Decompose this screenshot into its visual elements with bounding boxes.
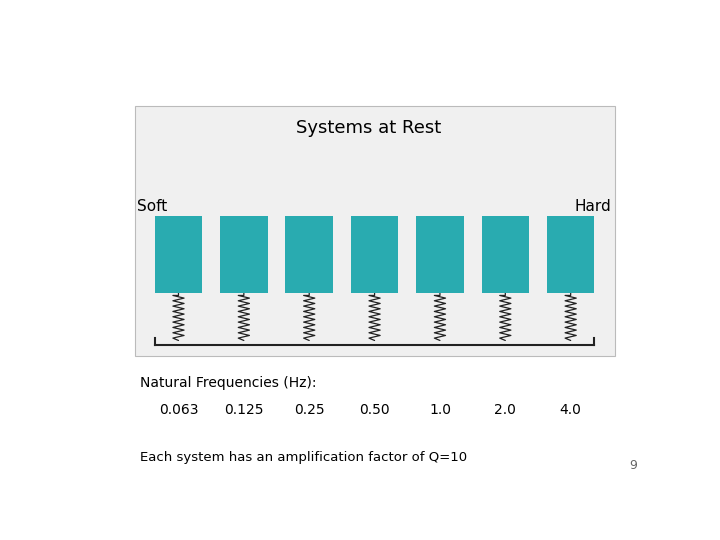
FancyBboxPatch shape	[135, 106, 615, 356]
FancyBboxPatch shape	[155, 216, 202, 293]
Text: 0.125: 0.125	[224, 403, 264, 417]
Text: 1.0: 1.0	[429, 403, 451, 417]
Text: Hard: Hard	[575, 199, 612, 214]
FancyBboxPatch shape	[286, 216, 333, 293]
Text: 0.063: 0.063	[158, 403, 198, 417]
Text: 4.0: 4.0	[559, 403, 582, 417]
Text: 0.25: 0.25	[294, 403, 325, 417]
Text: Natural Frequencies (Hz):: Natural Frequencies (Hz):	[140, 376, 317, 390]
FancyBboxPatch shape	[482, 216, 529, 293]
Text: 9: 9	[629, 460, 637, 472]
FancyBboxPatch shape	[351, 216, 398, 293]
Text: Each system has an amplification factor of Q=10: Each system has an amplification factor …	[140, 451, 467, 464]
Text: 2.0: 2.0	[495, 403, 516, 417]
FancyBboxPatch shape	[220, 216, 268, 293]
Text: Soft: Soft	[138, 199, 168, 214]
Text: Systems at Rest: Systems at Rest	[297, 119, 441, 137]
Text: 0.50: 0.50	[359, 403, 390, 417]
FancyBboxPatch shape	[416, 216, 464, 293]
FancyBboxPatch shape	[547, 216, 595, 293]
